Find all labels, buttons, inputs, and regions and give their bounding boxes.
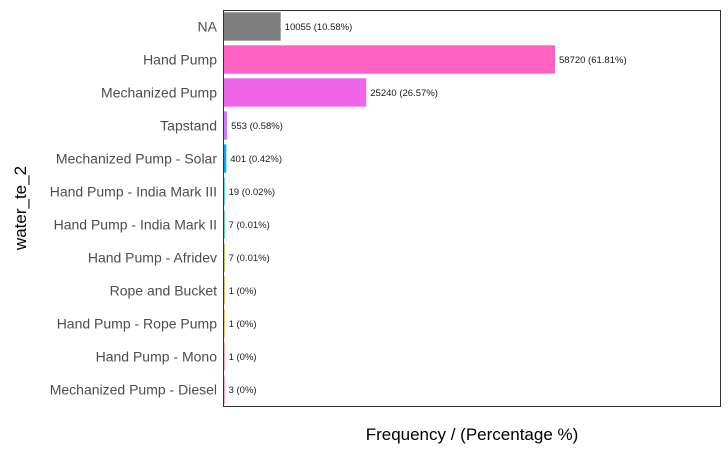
value-label: 58720 (61.81%) [559, 55, 627, 66]
bar [224, 177, 225, 206]
value-label: 19 (0.02%) [229, 187, 275, 198]
bar [224, 309, 225, 338]
category-label: Hand Pump [143, 52, 217, 68]
category-label: Mechanized Pump [101, 85, 217, 101]
bar [224, 276, 225, 305]
plot-panel-border [223, 10, 721, 407]
bar [224, 144, 227, 173]
category-label: Hand Pump - Mono [96, 349, 218, 365]
category-label: Hand Pump - Afridev [88, 250, 217, 266]
category-label: Hand Pump - India Mark III [50, 184, 217, 200]
category-label: Mechanized Pump - Diesel [50, 382, 217, 398]
category-label: NA [198, 19, 218, 35]
category-label: Hand Pump - Rope Pump [57, 316, 218, 332]
bar [224, 45, 555, 74]
category-label: Rope and Bucket [110, 283, 218, 299]
value-label: 25240 (26.57%) [370, 88, 438, 99]
value-label: 10055 (10.58%) [285, 22, 353, 33]
bar [224, 12, 281, 41]
bar [224, 111, 228, 140]
value-label: 7 (0.01%) [229, 220, 270, 231]
category-labels-group: NA Hand Pump Mechanized Pump Tapstand Mechan… [50, 19, 218, 398]
bar [224, 78, 367, 107]
value-label: 1 (0%) [229, 319, 257, 330]
bars-group [224, 12, 555, 404]
value-label: 1 (0%) [229, 352, 257, 363]
value-label: 7 (0.01%) [229, 253, 270, 264]
value-label: 553 (0.58%) [231, 121, 283, 132]
value-label: 3 (0%) [229, 385, 257, 396]
x-axis-title: Frequency / (Percentage %) [366, 425, 579, 444]
category-label: Tapstand [160, 118, 217, 134]
bar [224, 342, 225, 371]
category-label: Hand Pump - India Mark II [54, 217, 217, 233]
category-label: Mechanized Pump - Solar [56, 151, 217, 167]
value-labels-group: 10055 (10.58%) 58720 (61.81%) 25240 (26.57… [229, 22, 627, 396]
bar [224, 375, 225, 404]
value-label: 1 (0%) [229, 286, 257, 297]
value-label: 401 (0.42%) [230, 154, 282, 165]
bar [224, 243, 225, 272]
y-axis-title: water_te_2 [11, 166, 30, 251]
bar [224, 210, 225, 239]
